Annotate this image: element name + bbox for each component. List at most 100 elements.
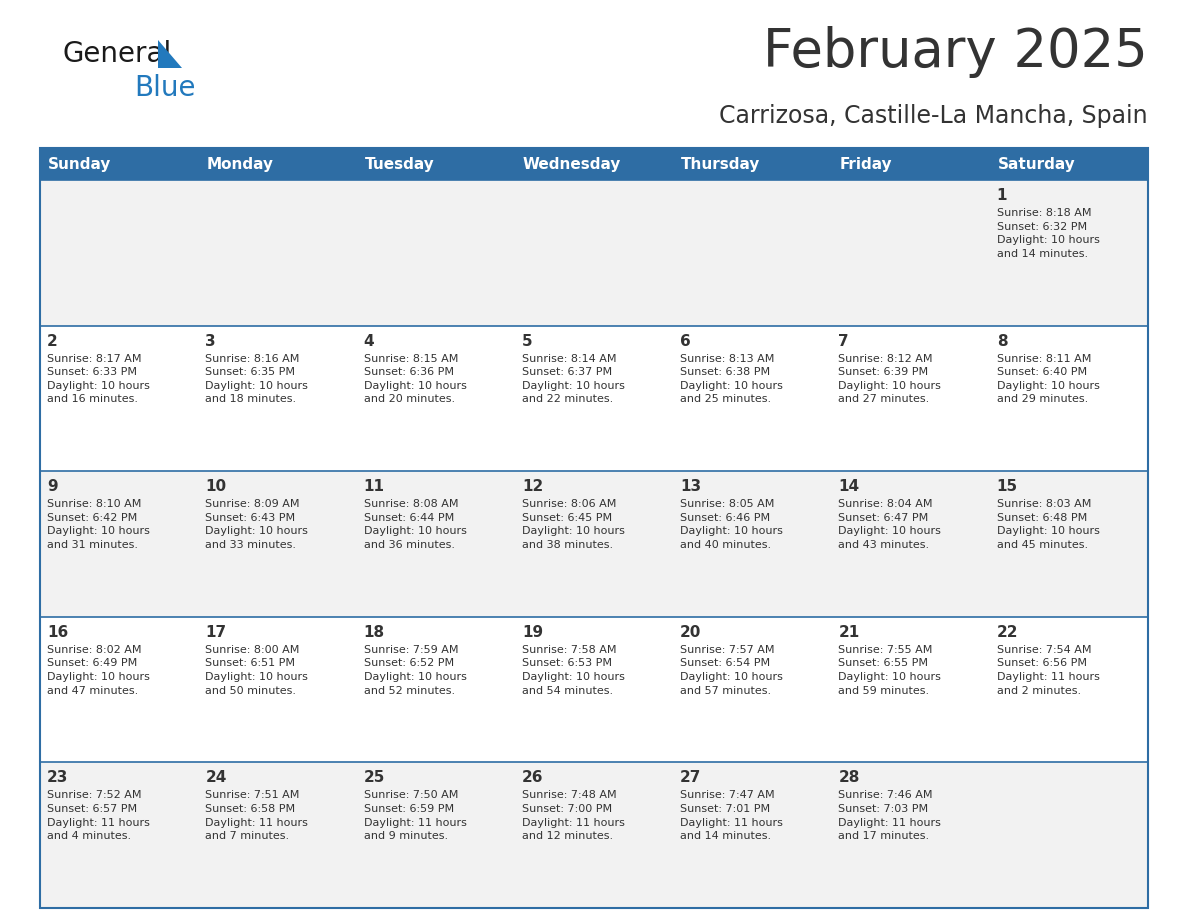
Bar — [40, 617, 198, 763]
Text: 18: 18 — [364, 625, 385, 640]
Bar — [674, 471, 832, 617]
Text: 21: 21 — [839, 625, 860, 640]
Bar — [514, 180, 674, 326]
Bar — [356, 617, 514, 763]
Text: Sunrise: 8:00 AM
Sunset: 6:51 PM
Daylight: 10 hours
and 50 minutes.: Sunrise: 8:00 AM Sunset: 6:51 PM Dayligh… — [206, 644, 308, 696]
Text: 28: 28 — [839, 770, 860, 786]
Text: 14: 14 — [839, 479, 860, 494]
Text: 2: 2 — [48, 333, 58, 349]
Text: Friday: Friday — [840, 156, 892, 172]
Text: 24: 24 — [206, 770, 227, 786]
Bar — [990, 471, 1148, 617]
Text: Sunrise: 8:03 AM
Sunset: 6:48 PM
Daylight: 10 hours
and 45 minutes.: Sunrise: 8:03 AM Sunset: 6:48 PM Dayligh… — [997, 499, 1100, 550]
Bar — [514, 763, 674, 908]
Text: Saturday: Saturday — [998, 156, 1075, 172]
Bar — [514, 326, 674, 471]
Text: 15: 15 — [997, 479, 1018, 494]
Text: Sunrise: 8:05 AM
Sunset: 6:46 PM
Daylight: 10 hours
and 40 minutes.: Sunrise: 8:05 AM Sunset: 6:46 PM Dayligh… — [681, 499, 783, 550]
Bar — [356, 763, 514, 908]
Bar — [198, 763, 356, 908]
Text: Sunrise: 8:14 AM
Sunset: 6:37 PM
Daylight: 10 hours
and 22 minutes.: Sunrise: 8:14 AM Sunset: 6:37 PM Dayligh… — [522, 353, 625, 405]
Text: Sunrise: 8:16 AM
Sunset: 6:35 PM
Daylight: 10 hours
and 18 minutes.: Sunrise: 8:16 AM Sunset: 6:35 PM Dayligh… — [206, 353, 308, 405]
Text: General: General — [62, 40, 171, 68]
Text: Sunrise: 7:52 AM
Sunset: 6:57 PM
Daylight: 11 hours
and 4 minutes.: Sunrise: 7:52 AM Sunset: 6:57 PM Dayligh… — [48, 790, 150, 841]
Text: Sunrise: 8:02 AM
Sunset: 6:49 PM
Daylight: 10 hours
and 47 minutes.: Sunrise: 8:02 AM Sunset: 6:49 PM Dayligh… — [48, 644, 150, 696]
Bar — [40, 763, 198, 908]
Text: 3: 3 — [206, 333, 216, 349]
Bar — [674, 326, 832, 471]
Bar — [990, 763, 1148, 908]
Text: Sunrise: 8:17 AM
Sunset: 6:33 PM
Daylight: 10 hours
and 16 minutes.: Sunrise: 8:17 AM Sunset: 6:33 PM Dayligh… — [48, 353, 150, 405]
Text: Sunrise: 8:10 AM
Sunset: 6:42 PM
Daylight: 10 hours
and 31 minutes.: Sunrise: 8:10 AM Sunset: 6:42 PM Dayligh… — [48, 499, 150, 550]
Bar — [514, 471, 674, 617]
Bar — [514, 617, 674, 763]
Text: Thursday: Thursday — [681, 156, 760, 172]
Text: 19: 19 — [522, 625, 543, 640]
Bar — [40, 148, 1148, 180]
Text: 13: 13 — [681, 479, 701, 494]
Text: Tuesday: Tuesday — [365, 156, 435, 172]
Bar — [674, 763, 832, 908]
Text: Sunrise: 7:48 AM
Sunset: 7:00 PM
Daylight: 11 hours
and 12 minutes.: Sunrise: 7:48 AM Sunset: 7:00 PM Dayligh… — [522, 790, 625, 841]
Text: 12: 12 — [522, 479, 543, 494]
Text: Sunrise: 7:47 AM
Sunset: 7:01 PM
Daylight: 11 hours
and 14 minutes.: Sunrise: 7:47 AM Sunset: 7:01 PM Dayligh… — [681, 790, 783, 841]
Bar — [40, 326, 198, 471]
Bar — [40, 148, 1148, 908]
Text: 4: 4 — [364, 333, 374, 349]
Bar — [198, 326, 356, 471]
Bar — [832, 763, 990, 908]
Bar — [356, 180, 514, 326]
Bar — [832, 471, 990, 617]
Text: 25: 25 — [364, 770, 385, 786]
Text: 23: 23 — [48, 770, 69, 786]
Text: Sunrise: 8:09 AM
Sunset: 6:43 PM
Daylight: 10 hours
and 33 minutes.: Sunrise: 8:09 AM Sunset: 6:43 PM Dayligh… — [206, 499, 308, 550]
Text: 8: 8 — [997, 333, 1007, 349]
Text: Sunrise: 8:18 AM
Sunset: 6:32 PM
Daylight: 10 hours
and 14 minutes.: Sunrise: 8:18 AM Sunset: 6:32 PM Dayligh… — [997, 208, 1100, 259]
Bar — [40, 471, 198, 617]
Text: Carrizosa, Castille-La Mancha, Spain: Carrizosa, Castille-La Mancha, Spain — [720, 104, 1148, 128]
Text: 11: 11 — [364, 479, 385, 494]
Text: Sunrise: 7:46 AM
Sunset: 7:03 PM
Daylight: 11 hours
and 17 minutes.: Sunrise: 7:46 AM Sunset: 7:03 PM Dayligh… — [839, 790, 941, 841]
Text: 26: 26 — [522, 770, 543, 786]
Text: Blue: Blue — [134, 74, 196, 102]
Text: Sunrise: 7:50 AM
Sunset: 6:59 PM
Daylight: 11 hours
and 9 minutes.: Sunrise: 7:50 AM Sunset: 6:59 PM Dayligh… — [364, 790, 467, 841]
Text: 20: 20 — [681, 625, 702, 640]
Text: 17: 17 — [206, 625, 227, 640]
Bar — [40, 180, 198, 326]
Text: Sunrise: 7:51 AM
Sunset: 6:58 PM
Daylight: 11 hours
and 7 minutes.: Sunrise: 7:51 AM Sunset: 6:58 PM Dayligh… — [206, 790, 308, 841]
Text: Sunday: Sunday — [48, 156, 112, 172]
Text: 10: 10 — [206, 479, 227, 494]
Text: Wednesday: Wednesday — [523, 156, 621, 172]
Text: Sunrise: 7:58 AM
Sunset: 6:53 PM
Daylight: 10 hours
and 54 minutes.: Sunrise: 7:58 AM Sunset: 6:53 PM Dayligh… — [522, 644, 625, 696]
Text: Sunrise: 7:59 AM
Sunset: 6:52 PM
Daylight: 10 hours
and 52 minutes.: Sunrise: 7:59 AM Sunset: 6:52 PM Dayligh… — [364, 644, 467, 696]
Bar — [832, 326, 990, 471]
Text: 7: 7 — [839, 333, 849, 349]
Bar — [990, 180, 1148, 326]
Text: Sunrise: 7:54 AM
Sunset: 6:56 PM
Daylight: 11 hours
and 2 minutes.: Sunrise: 7:54 AM Sunset: 6:56 PM Dayligh… — [997, 644, 1100, 696]
Text: 16: 16 — [48, 625, 68, 640]
Text: 1: 1 — [997, 188, 1007, 203]
Text: February 2025: February 2025 — [763, 26, 1148, 78]
Bar — [356, 471, 514, 617]
Text: Sunrise: 8:08 AM
Sunset: 6:44 PM
Daylight: 10 hours
and 36 minutes.: Sunrise: 8:08 AM Sunset: 6:44 PM Dayligh… — [364, 499, 467, 550]
Bar — [198, 471, 356, 617]
Bar — [990, 617, 1148, 763]
Text: 9: 9 — [48, 479, 58, 494]
Bar — [198, 617, 356, 763]
Text: 6: 6 — [681, 333, 691, 349]
Text: Sunrise: 8:15 AM
Sunset: 6:36 PM
Daylight: 10 hours
and 20 minutes.: Sunrise: 8:15 AM Sunset: 6:36 PM Dayligh… — [364, 353, 467, 405]
Text: Sunrise: 8:11 AM
Sunset: 6:40 PM
Daylight: 10 hours
and 29 minutes.: Sunrise: 8:11 AM Sunset: 6:40 PM Dayligh… — [997, 353, 1100, 405]
Bar — [674, 180, 832, 326]
Bar — [990, 326, 1148, 471]
Bar — [674, 617, 832, 763]
Text: Sunrise: 8:06 AM
Sunset: 6:45 PM
Daylight: 10 hours
and 38 minutes.: Sunrise: 8:06 AM Sunset: 6:45 PM Dayligh… — [522, 499, 625, 550]
Text: Sunrise: 8:13 AM
Sunset: 6:38 PM
Daylight: 10 hours
and 25 minutes.: Sunrise: 8:13 AM Sunset: 6:38 PM Dayligh… — [681, 353, 783, 405]
Text: Sunrise: 7:57 AM
Sunset: 6:54 PM
Daylight: 10 hours
and 57 minutes.: Sunrise: 7:57 AM Sunset: 6:54 PM Dayligh… — [681, 644, 783, 696]
Text: 5: 5 — [522, 333, 532, 349]
Polygon shape — [158, 40, 182, 68]
Bar — [832, 180, 990, 326]
Bar — [198, 180, 356, 326]
Text: 27: 27 — [681, 770, 702, 786]
Bar — [356, 326, 514, 471]
Text: Sunrise: 8:04 AM
Sunset: 6:47 PM
Daylight: 10 hours
and 43 minutes.: Sunrise: 8:04 AM Sunset: 6:47 PM Dayligh… — [839, 499, 941, 550]
